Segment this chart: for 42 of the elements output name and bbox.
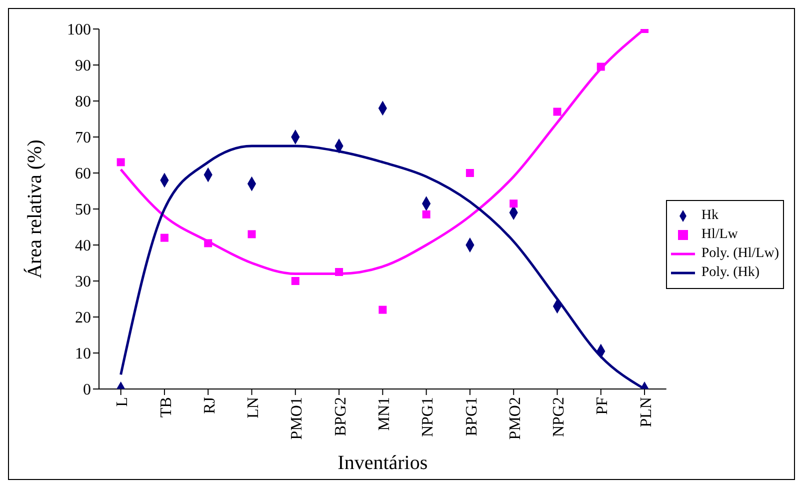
legend-label: Poly. (Hk) — [701, 264, 760, 280]
point — [510, 200, 518, 208]
y-tick-label: 20 — [75, 310, 91, 327]
x-tick-label: PMO2 — [506, 397, 524, 440]
legend-label: Poly. (Hl/Lw) — [701, 246, 779, 262]
legend-label: Hk — [701, 208, 718, 224]
x-tick-label: NPG1 — [420, 397, 437, 438]
x-tick-label: LN — [245, 396, 262, 418]
y-tick-label: 70 — [75, 130, 91, 147]
point — [116, 158, 125, 166]
x-tick-label: PMO1 — [288, 397, 306, 440]
point — [553, 108, 562, 116]
x-tick-label: TB — [158, 397, 175, 418]
x-axis-title: Inventários — [338, 452, 428, 474]
point — [466, 169, 474, 177]
y-tick-label: 60 — [75, 166, 91, 183]
x-tick-label: L — [114, 397, 132, 407]
y-tick-label: 80 — [75, 94, 91, 111]
point — [378, 306, 387, 314]
legend-label: Hl/Lw — [701, 226, 738, 242]
x-tick-label: NPG2 — [550, 397, 568, 438]
y-tick-label: 50 — [75, 202, 91, 219]
point — [160, 234, 168, 242]
x-tick-label: PLN — [638, 396, 655, 428]
y-tick-label: 0 — [83, 382, 91, 399]
y-tick-label: 40 — [75, 238, 91, 255]
y-tick-label: 90 — [75, 58, 91, 75]
point — [422, 210, 430, 218]
point — [335, 268, 344, 276]
point — [291, 277, 300, 285]
y-axis-title: Área relativa (%) — [23, 140, 46, 278]
x-tick-label: RJ — [201, 397, 218, 414]
y-tick-label: 100 — [67, 22, 91, 39]
point — [204, 239, 212, 248]
point — [596, 62, 605, 71]
y-tick-label: 30 — [75, 274, 91, 291]
x-tick-label: BPG2 — [332, 397, 350, 436]
y-tick-label: 10 — [75, 346, 91, 363]
x-tick-label: PF — [594, 396, 612, 415]
point — [248, 230, 256, 238]
x-tick-label: MN1 — [376, 397, 394, 431]
x-tick-label: BPG1 — [463, 397, 480, 436]
